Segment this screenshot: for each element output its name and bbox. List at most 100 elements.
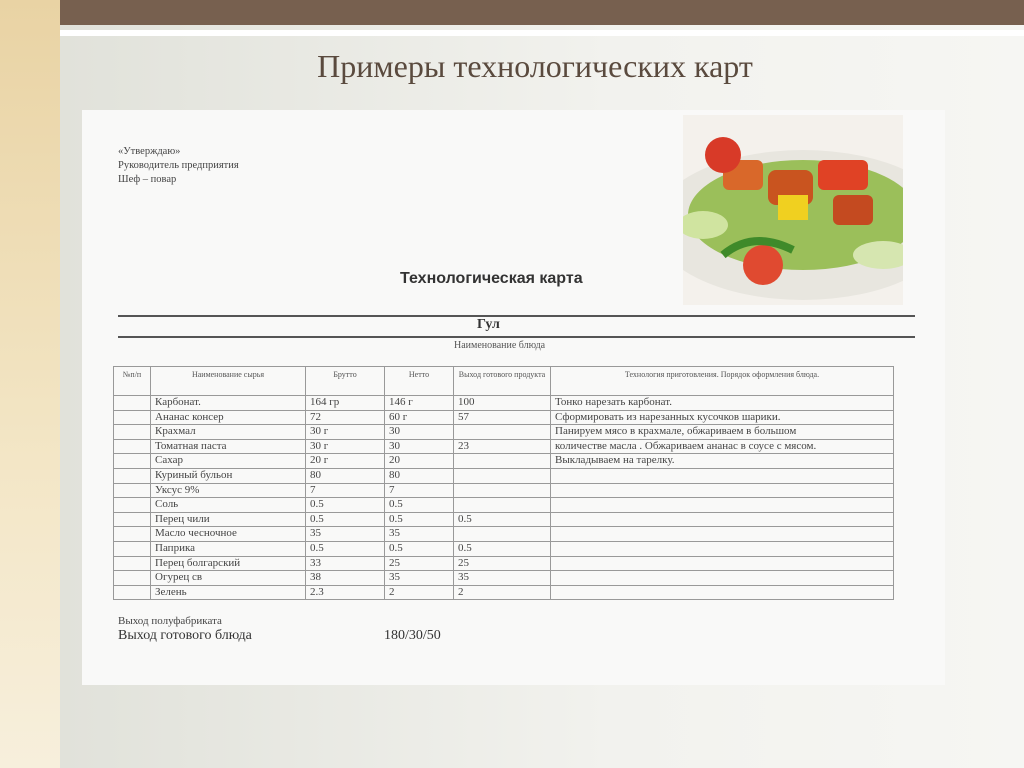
cell-name: Огурец св: [150, 570, 306, 586]
cell-name: Уксус 9%: [150, 482, 306, 499]
col-name: Наименование сырья: [150, 366, 306, 396]
cell-name: Паприка: [150, 540, 306, 557]
cell-tech: [550, 467, 894, 484]
cell-name: Томатная паста: [150, 438, 306, 455]
approval-line: Шеф – повар: [118, 174, 177, 185]
col-technology: Технология приготовления. Порядок оформл…: [550, 366, 894, 396]
cell-tech: Выкладываем на тарелку.: [550, 453, 894, 469]
approval-line: «Утверждаю»: [118, 146, 181, 157]
cell-output: 23: [453, 438, 551, 455]
col-output: Выход готового продукта: [453, 366, 551, 396]
cell-tech: [550, 526, 894, 542]
col-number: №п/п: [113, 366, 151, 396]
dish-photo: [683, 115, 903, 305]
table-row: Перец чили 0.5 0.5 0.5: [113, 511, 894, 528]
cell-brutto: 30 г: [305, 424, 385, 440]
approval-block: «Утверждаю» Руководитель предприятия Шеф…: [118, 145, 239, 187]
slide-title: Примеры технологических карт: [317, 48, 753, 84]
cell-number: [113, 424, 151, 440]
cell-tech: количестве масла . Обжариваем ананас в с…: [550, 438, 894, 455]
table-row: Куриный бульон 80 80: [113, 467, 894, 484]
top-bar: [60, 0, 1024, 25]
cell-brutto: 20 г: [305, 453, 385, 469]
cell-netto: 0.5: [384, 540, 454, 557]
cell-number: [113, 540, 151, 557]
cell-number: [113, 395, 151, 411]
cell-brutto: 164 гр: [305, 395, 385, 411]
cell-number: [113, 584, 151, 601]
cell-tech: Панируем мясо в крахмале, обжариваем в б…: [550, 424, 894, 440]
top-divider: [60, 30, 1024, 36]
table-row: Зелень 2.3 2 2: [113, 584, 894, 601]
cell-netto: 20: [384, 453, 454, 469]
final-output-value: 180/30/50: [384, 628, 441, 643]
cell-name: Перец чили: [150, 511, 306, 528]
final-output-label: Выход готового блюда: [118, 628, 252, 643]
cell-brutto: 2.3: [305, 584, 385, 601]
cell-number: [113, 497, 151, 513]
table-row: Паприка 0.5 0.5 0.5: [113, 540, 894, 557]
cell-name: Куриный бульон: [150, 467, 306, 484]
cell-output: [453, 453, 551, 469]
cell-netto: 0.5: [384, 497, 454, 513]
cell-output: 2: [453, 584, 551, 601]
cell-output: 57: [453, 409, 551, 426]
cell-name: Ананас консер: [150, 409, 306, 426]
cell-brutto: 35: [305, 526, 385, 542]
cell-tech: [550, 584, 894, 601]
document-title: Технологическая карта: [400, 270, 583, 287]
cell-brutto: 0.5: [305, 511, 385, 528]
cell-brutto: 30 г: [305, 438, 385, 455]
cell-name: Крахмал: [150, 424, 306, 440]
cell-name: Зелень: [150, 584, 306, 601]
cell-tech: Сформировать из нарезанных кусочков шари…: [550, 409, 894, 426]
cell-output: 0.5: [453, 540, 551, 557]
cell-netto: 80: [384, 467, 454, 484]
cell-tech: [550, 497, 894, 513]
approval-line: Руководитель предприятия: [118, 160, 239, 171]
table-row: Сахар 20 г 20 Выкладываем на тарелку.: [113, 453, 894, 469]
cell-number: [113, 526, 151, 542]
cell-tech: [550, 482, 894, 499]
cell-number: [113, 467, 151, 484]
cell-netto: 2: [384, 584, 454, 601]
table-row: Масло чесночное 35 35: [113, 526, 894, 542]
side-stripe: [0, 0, 60, 768]
semi-output-label: Выход полуфабриката: [118, 615, 222, 627]
cell-brutto: 33: [305, 555, 385, 572]
cell-brutto: 80: [305, 467, 385, 484]
cell-brutto: 7: [305, 482, 385, 499]
table-row: Карбонат. 164 гр 146 г 100 Тонко нарезать ка…: [113, 395, 894, 411]
cell-number: [113, 409, 151, 426]
cell-number: [113, 555, 151, 572]
cell-output: 100: [453, 395, 551, 411]
cell-tech: [550, 555, 894, 572]
col-netto: Нетто: [384, 366, 454, 396]
cell-netto: 7: [384, 482, 454, 499]
cell-brutto: 0.5: [305, 497, 385, 513]
cell-output: [453, 526, 551, 542]
col-brutto: Брутто: [305, 366, 385, 396]
cell-brutto: 0.5: [305, 540, 385, 557]
cell-output: [453, 467, 551, 484]
table-row: Ананас консер 72 60 г 57 Сформировать из нар…: [113, 409, 894, 426]
cell-output: [453, 497, 551, 513]
cell-output: [453, 482, 551, 499]
cell-number: [113, 570, 151, 586]
table-row: Огурец св 38 35 35: [113, 570, 894, 586]
cell-number: [113, 511, 151, 528]
ingredients-table: №п/п Наименование сырья Брутто Нетто Вых…: [113, 366, 894, 601]
cell-brutto: 72: [305, 409, 385, 426]
cell-output: 35: [453, 570, 551, 586]
table-row: Перец болгарский 33 25 25: [113, 555, 894, 572]
scanned-document: «Утверждаю» Руководитель предприятия Шеф…: [82, 110, 945, 685]
cell-name: Сахар: [150, 453, 306, 469]
cell-number: [113, 482, 151, 499]
cell-tech: Тонко нарезать карбонат.: [550, 395, 894, 411]
cell-netto: 0.5: [384, 511, 454, 528]
cell-number: [113, 438, 151, 455]
divider: [118, 336, 915, 338]
table-row: Соль 0.5 0.5: [113, 497, 894, 513]
divider: [118, 315, 915, 317]
cell-tech: [550, 570, 894, 586]
